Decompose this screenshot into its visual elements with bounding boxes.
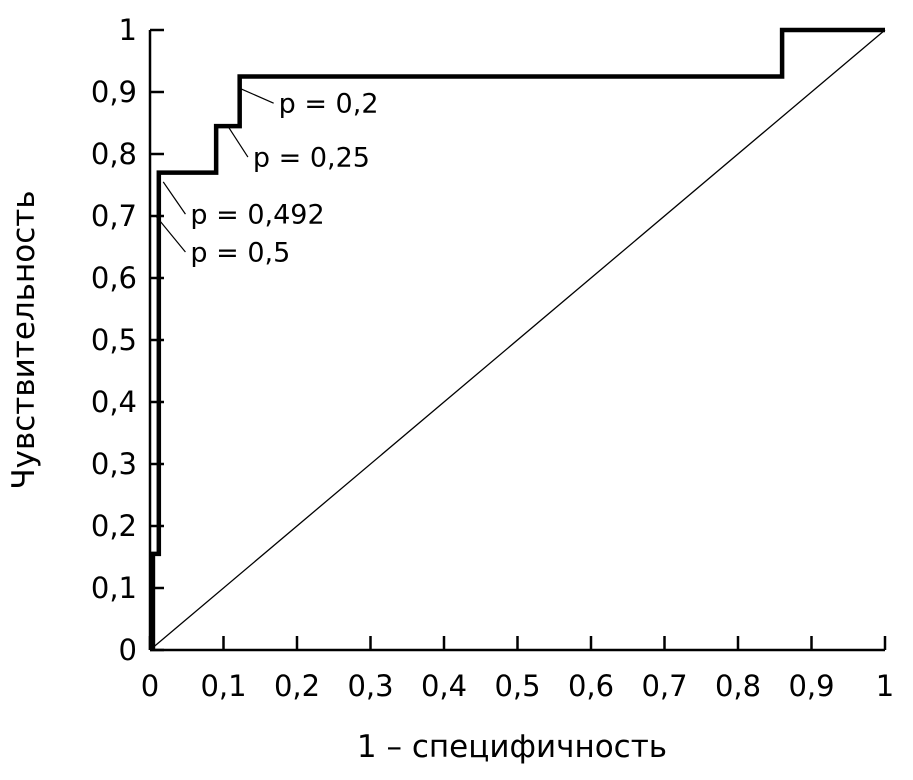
x-tick-label: 0,4: [421, 669, 467, 703]
y-axis-title: Чувствительность: [6, 190, 42, 489]
annotation-label: p = 0,5: [190, 237, 290, 268]
x-tick-label: 0: [141, 669, 159, 703]
y-tick-label: 0,1: [91, 571, 137, 605]
y-tick-label: 0,3: [91, 447, 137, 481]
x-tick-label: 0,9: [788, 669, 834, 703]
x-tick-label: 0,3: [347, 669, 393, 703]
x-tick-label: 0,5: [494, 669, 540, 703]
annotation-leader: [155, 215, 186, 253]
y-tick-label: 0,2: [91, 509, 137, 543]
annotation-leader: [228, 127, 249, 158]
roc-curve: [150, 27, 885, 650]
chance-diagonal: [149, 29, 886, 651]
annotation-leader: [240, 88, 274, 104]
y-tick-label: 0,5: [91, 323, 137, 357]
x-tick-label: 0,6: [568, 669, 614, 703]
y-tick-label: 0,4: [91, 385, 137, 419]
y-tick-label: 0,8: [91, 137, 137, 171]
y-tick-label: 1: [119, 13, 137, 47]
annotation-leader: [162, 181, 186, 215]
y-tick-label: 0,9: [91, 75, 137, 109]
x-tick-label: 0,8: [715, 669, 761, 703]
y-tick-label: 0: [119, 633, 137, 667]
y-tick-label: 0,7: [91, 199, 137, 233]
y-tick-label: 0,6: [91, 261, 137, 295]
x-tick-label: 0,1: [200, 669, 246, 703]
plot-layer: 0 0,1 0,2 0,3 0,4 0,5 0,6 0,7 0,8 0,9 1 0 0,1 0,2 0,3 0…: [91, 13, 894, 703]
annotation-label: p = 0,492: [190, 200, 324, 231]
x-tick-label: 1: [876, 669, 894, 703]
annotation-label: p = 0,2: [279, 89, 379, 120]
x-tick-label: 0,2: [274, 669, 320, 703]
x-axis-title: 1 – специфичность: [357, 729, 667, 765]
x-tick-label: 0,7: [641, 669, 687, 703]
annotation-label: p = 0,25: [253, 143, 370, 174]
